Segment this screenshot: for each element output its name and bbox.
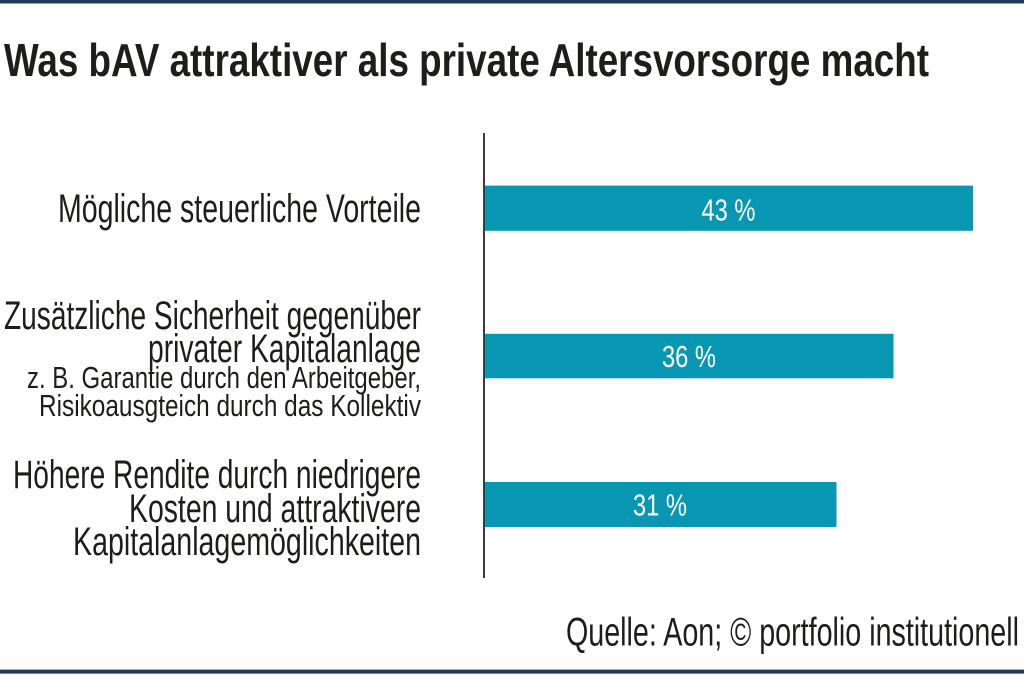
svg-text:Zusätzliche Sicherheit gegenüb: Zusätzliche Sicherheit gegenüber xyxy=(4,294,421,338)
svg-text:43 %: 43 % xyxy=(702,192,756,227)
svg-text:36 %: 36 % xyxy=(662,339,716,374)
svg-text:Quelle: Aon; © portfolio insti: Quelle: Aon; © portfolio institutionell xyxy=(566,611,1019,655)
svg-text:z. B. Garantie durch den Arbei: z. B. Garantie durch den Arbeitgeber, xyxy=(27,360,421,395)
svg-text:privater Kapitalanlage: privater Kapitalanlage xyxy=(148,327,421,371)
svg-text:Kosten und attraktivere: Kosten und attraktivere xyxy=(129,487,421,531)
svg-text:Kapitalanlagemöglichkeiten: Kapitalanlagemöglichkeiten xyxy=(73,520,421,564)
svg-text:31 %: 31 % xyxy=(633,487,687,522)
svg-text:Höhere Rendite durch niedriger: Höhere Rendite durch niedrigere xyxy=(13,453,421,497)
svg-text:Was bAV attraktiver als privat: Was bAV attraktiver als private Altersvo… xyxy=(4,34,929,86)
svg-text:Risikoausgteich durch das Koll: Risikoausgteich durch das Kollektiv xyxy=(39,388,421,423)
svg-text:Mögliche steuerliche Vorteile: Mögliche steuerliche Vorteile xyxy=(58,187,421,231)
